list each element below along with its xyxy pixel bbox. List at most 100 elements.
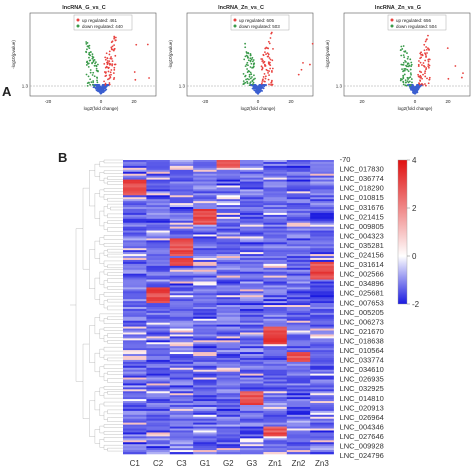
- heatmap-cell: [169, 226, 194, 229]
- heatmap-cell: [310, 163, 334, 167]
- heatmap-cell: [240, 289, 264, 292]
- heatmap-cell: [123, 354, 147, 357]
- legend-up-label: up regulated: 656: [396, 18, 432, 23]
- heatmap-cell: [169, 426, 194, 429]
- heatmap-cell: [146, 428, 171, 431]
- heatmap-cell: [123, 387, 147, 390]
- point-up: [428, 58, 430, 61]
- heatmap-cell: [193, 346, 217, 349]
- point-up: [417, 73, 419, 76]
- heatmap-cell: [216, 338, 241, 341]
- point-up: [297, 73, 300, 76]
- heatmap-cell: [123, 348, 147, 351]
- heatmap-cell: [193, 367, 217, 371]
- heatmap-cell: [263, 258, 288, 261]
- heatmap-cell: [263, 444, 288, 447]
- heatmap-cell: [286, 273, 311, 276]
- column-label: C3: [176, 459, 187, 466]
- heatmap-cell: [263, 226, 288, 229]
- heatmap-cell: [263, 320, 288, 323]
- heatmap-cell: [216, 236, 241, 239]
- heatmap-cell: [286, 369, 311, 372]
- heatmap-cell: [193, 348, 217, 351]
- point-down: [249, 60, 252, 63]
- heatmap-cell: [146, 450, 171, 453]
- heatmap-cell: [240, 250, 264, 253]
- heatmap-cell: [193, 436, 217, 439]
- heatmap-cell: [240, 414, 264, 418]
- point-up: [105, 52, 108, 55]
- heatmap-cell: [263, 175, 288, 178]
- heatmap-cell: [286, 179, 311, 182]
- heatmap-cell: [216, 277, 241, 280]
- heatmap-cell: [286, 201, 311, 204]
- heatmap-cell: [240, 197, 264, 200]
- heatmap-cell: [286, 420, 311, 423]
- heatmap-cell: [240, 307, 264, 310]
- point-up: [263, 72, 266, 75]
- heatmap-cell: [193, 326, 217, 329]
- heatmap-cell: [286, 240, 311, 243]
- heatmap-cell: [263, 195, 288, 198]
- heatmap-cell: [240, 291, 264, 294]
- heatmap-cell: [146, 354, 171, 357]
- heatmap-cell: [193, 258, 217, 261]
- point-down: [252, 78, 255, 81]
- heatmap-cell: [123, 352, 147, 355]
- heatmap-cell: [286, 197, 311, 200]
- heatmap-cell: [193, 177, 217, 180]
- heatmap-cell: [286, 395, 311, 398]
- heatmap-cell: [146, 218, 171, 222]
- heatmap-cell: [240, 216, 264, 220]
- point-up: [270, 81, 273, 83]
- heatmap-cell: [193, 216, 217, 220]
- heatmap-cell: [240, 267, 264, 271]
- heatmap-cell: [193, 450, 217, 453]
- heatmap-cell: [216, 281, 241, 284]
- heatmap-cell: [286, 226, 311, 229]
- heatmap-cell: [169, 416, 194, 420]
- heatmap-cell: [310, 240, 334, 243]
- heatmap-cell: [216, 406, 241, 410]
- heatmap-cell: [123, 240, 147, 243]
- heatmap-cell: [240, 361, 264, 365]
- heatmap-cell: [146, 426, 171, 429]
- point-down: [402, 45, 405, 47]
- heatmap-cell: [263, 160, 288, 163]
- point-down: [88, 53, 91, 56]
- heatmap-cell: [146, 289, 171, 292]
- point-up: [110, 73, 112, 76]
- heatmap-cell: [310, 312, 334, 316]
- heatmap-cell: [169, 199, 194, 202]
- heatmap-cell: [240, 395, 264, 398]
- heatmap-cell: [286, 391, 311, 394]
- heatmap-cell: [169, 228, 194, 231]
- heatmap-cell: [240, 189, 264, 192]
- heatmap-cell: [123, 185, 147, 188]
- heatmap-cell: [240, 254, 264, 257]
- heatmap-cell: [286, 432, 311, 435]
- heatmap-cell: [193, 403, 217, 406]
- point-down: [407, 70, 410, 73]
- row-label: LNC_018638: [340, 336, 384, 345]
- point-up: [270, 31, 273, 34]
- heatmap-cell: [240, 440, 264, 443]
- heatmap-cell: [263, 265, 288, 269]
- heatmap-cell: [146, 238, 171, 241]
- heatmap-cell: [286, 187, 311, 190]
- heatmap-cell: [286, 205, 311, 208]
- heatmap-cell: [216, 256, 241, 259]
- heatmap-cell: [310, 369, 334, 372]
- heatmap-cell: [263, 279, 288, 282]
- point-down: [89, 71, 92, 74]
- point-up: [113, 76, 116, 79]
- heatmap-cell: [263, 379, 288, 382]
- heatmap-cell: [263, 310, 288, 314]
- heatmap-cell: [123, 359, 147, 363]
- heatmap-cell: [240, 446, 264, 449]
- heatmap-cell: [193, 334, 217, 337]
- heatmap-cell: [146, 328, 171, 331]
- heatmap-cell: [310, 287, 334, 290]
- point-up: [428, 78, 431, 81]
- point-down: [401, 48, 404, 50]
